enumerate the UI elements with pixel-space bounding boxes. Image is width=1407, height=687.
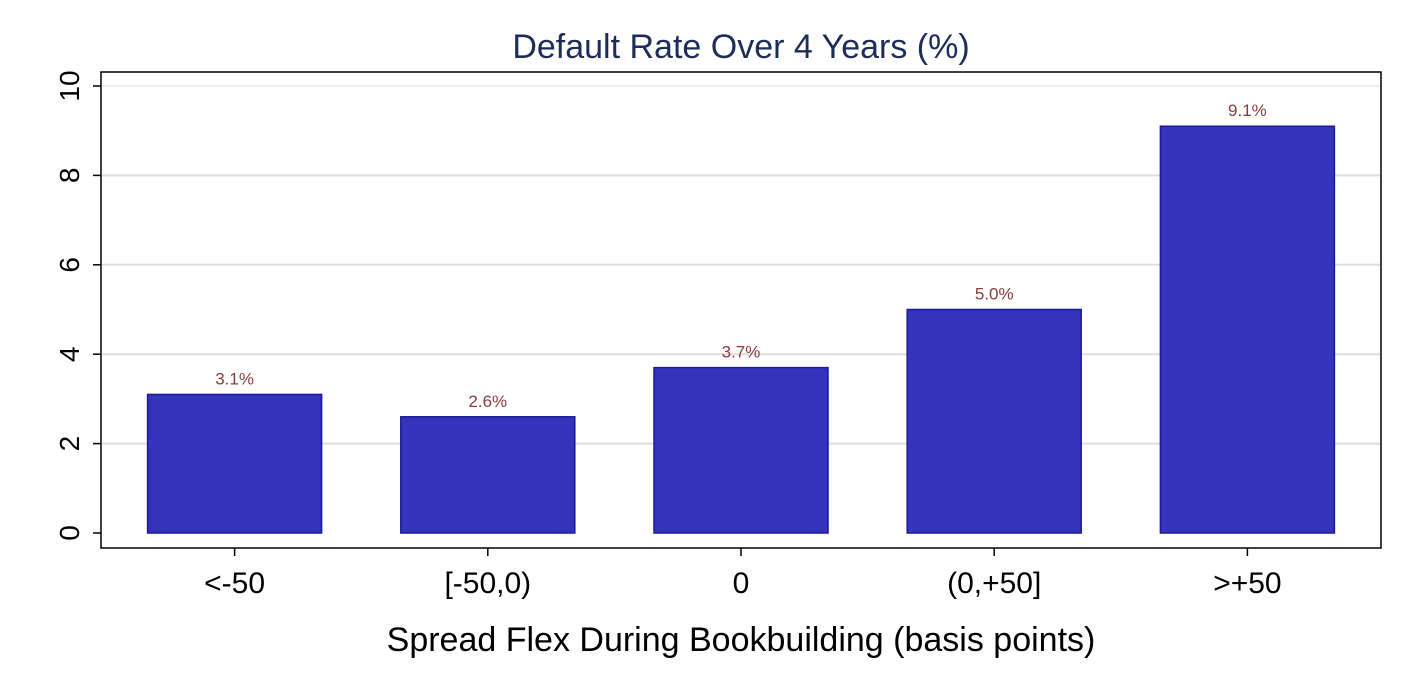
bar-data-label: 3.1%	[215, 369, 254, 388]
bar-data-label: 5.0%	[975, 285, 1014, 304]
bar	[653, 366, 829, 534]
x-tick-label: <-50	[204, 567, 265, 600]
bar	[400, 416, 576, 534]
x-tick-label: 0	[733, 567, 750, 600]
bar	[146, 393, 323, 534]
x-axis-label: Spread Flex During Bookbuilding (basis p…	[387, 621, 1096, 659]
x-tick-label: >+50	[1213, 567, 1281, 600]
bar-data-label: 9.1%	[1228, 101, 1267, 120]
y-tick-label: 6	[54, 257, 85, 273]
chart-title: Default Rate Over 4 Years (%)	[512, 28, 969, 66]
y-tick-label: 4	[54, 346, 85, 362]
data-labels: 3.1% 2.6% 3.7% 5.0% 9.1%	[215, 101, 1267, 411]
bar	[906, 308, 1082, 534]
bar-data-label: 3.7%	[722, 343, 761, 362]
y-tick-label: 2	[54, 436, 85, 452]
y-tick-label: 0	[54, 525, 85, 541]
y-tick-label: 8	[54, 168, 85, 184]
x-tick-label: (0,+50]	[947, 567, 1041, 600]
bar	[1159, 125, 1336, 534]
x-tick-label: [-50,0)	[444, 567, 531, 600]
y-tick-label: 10	[54, 70, 85, 101]
y-axis: 0 2 4 6 8 10	[54, 70, 101, 541]
x-axis: <-50 [-50,0) 0 (0,+50] >+50	[204, 548, 1282, 600]
bar-data-label: 2.6%	[468, 392, 507, 411]
bars	[146, 125, 1336, 534]
